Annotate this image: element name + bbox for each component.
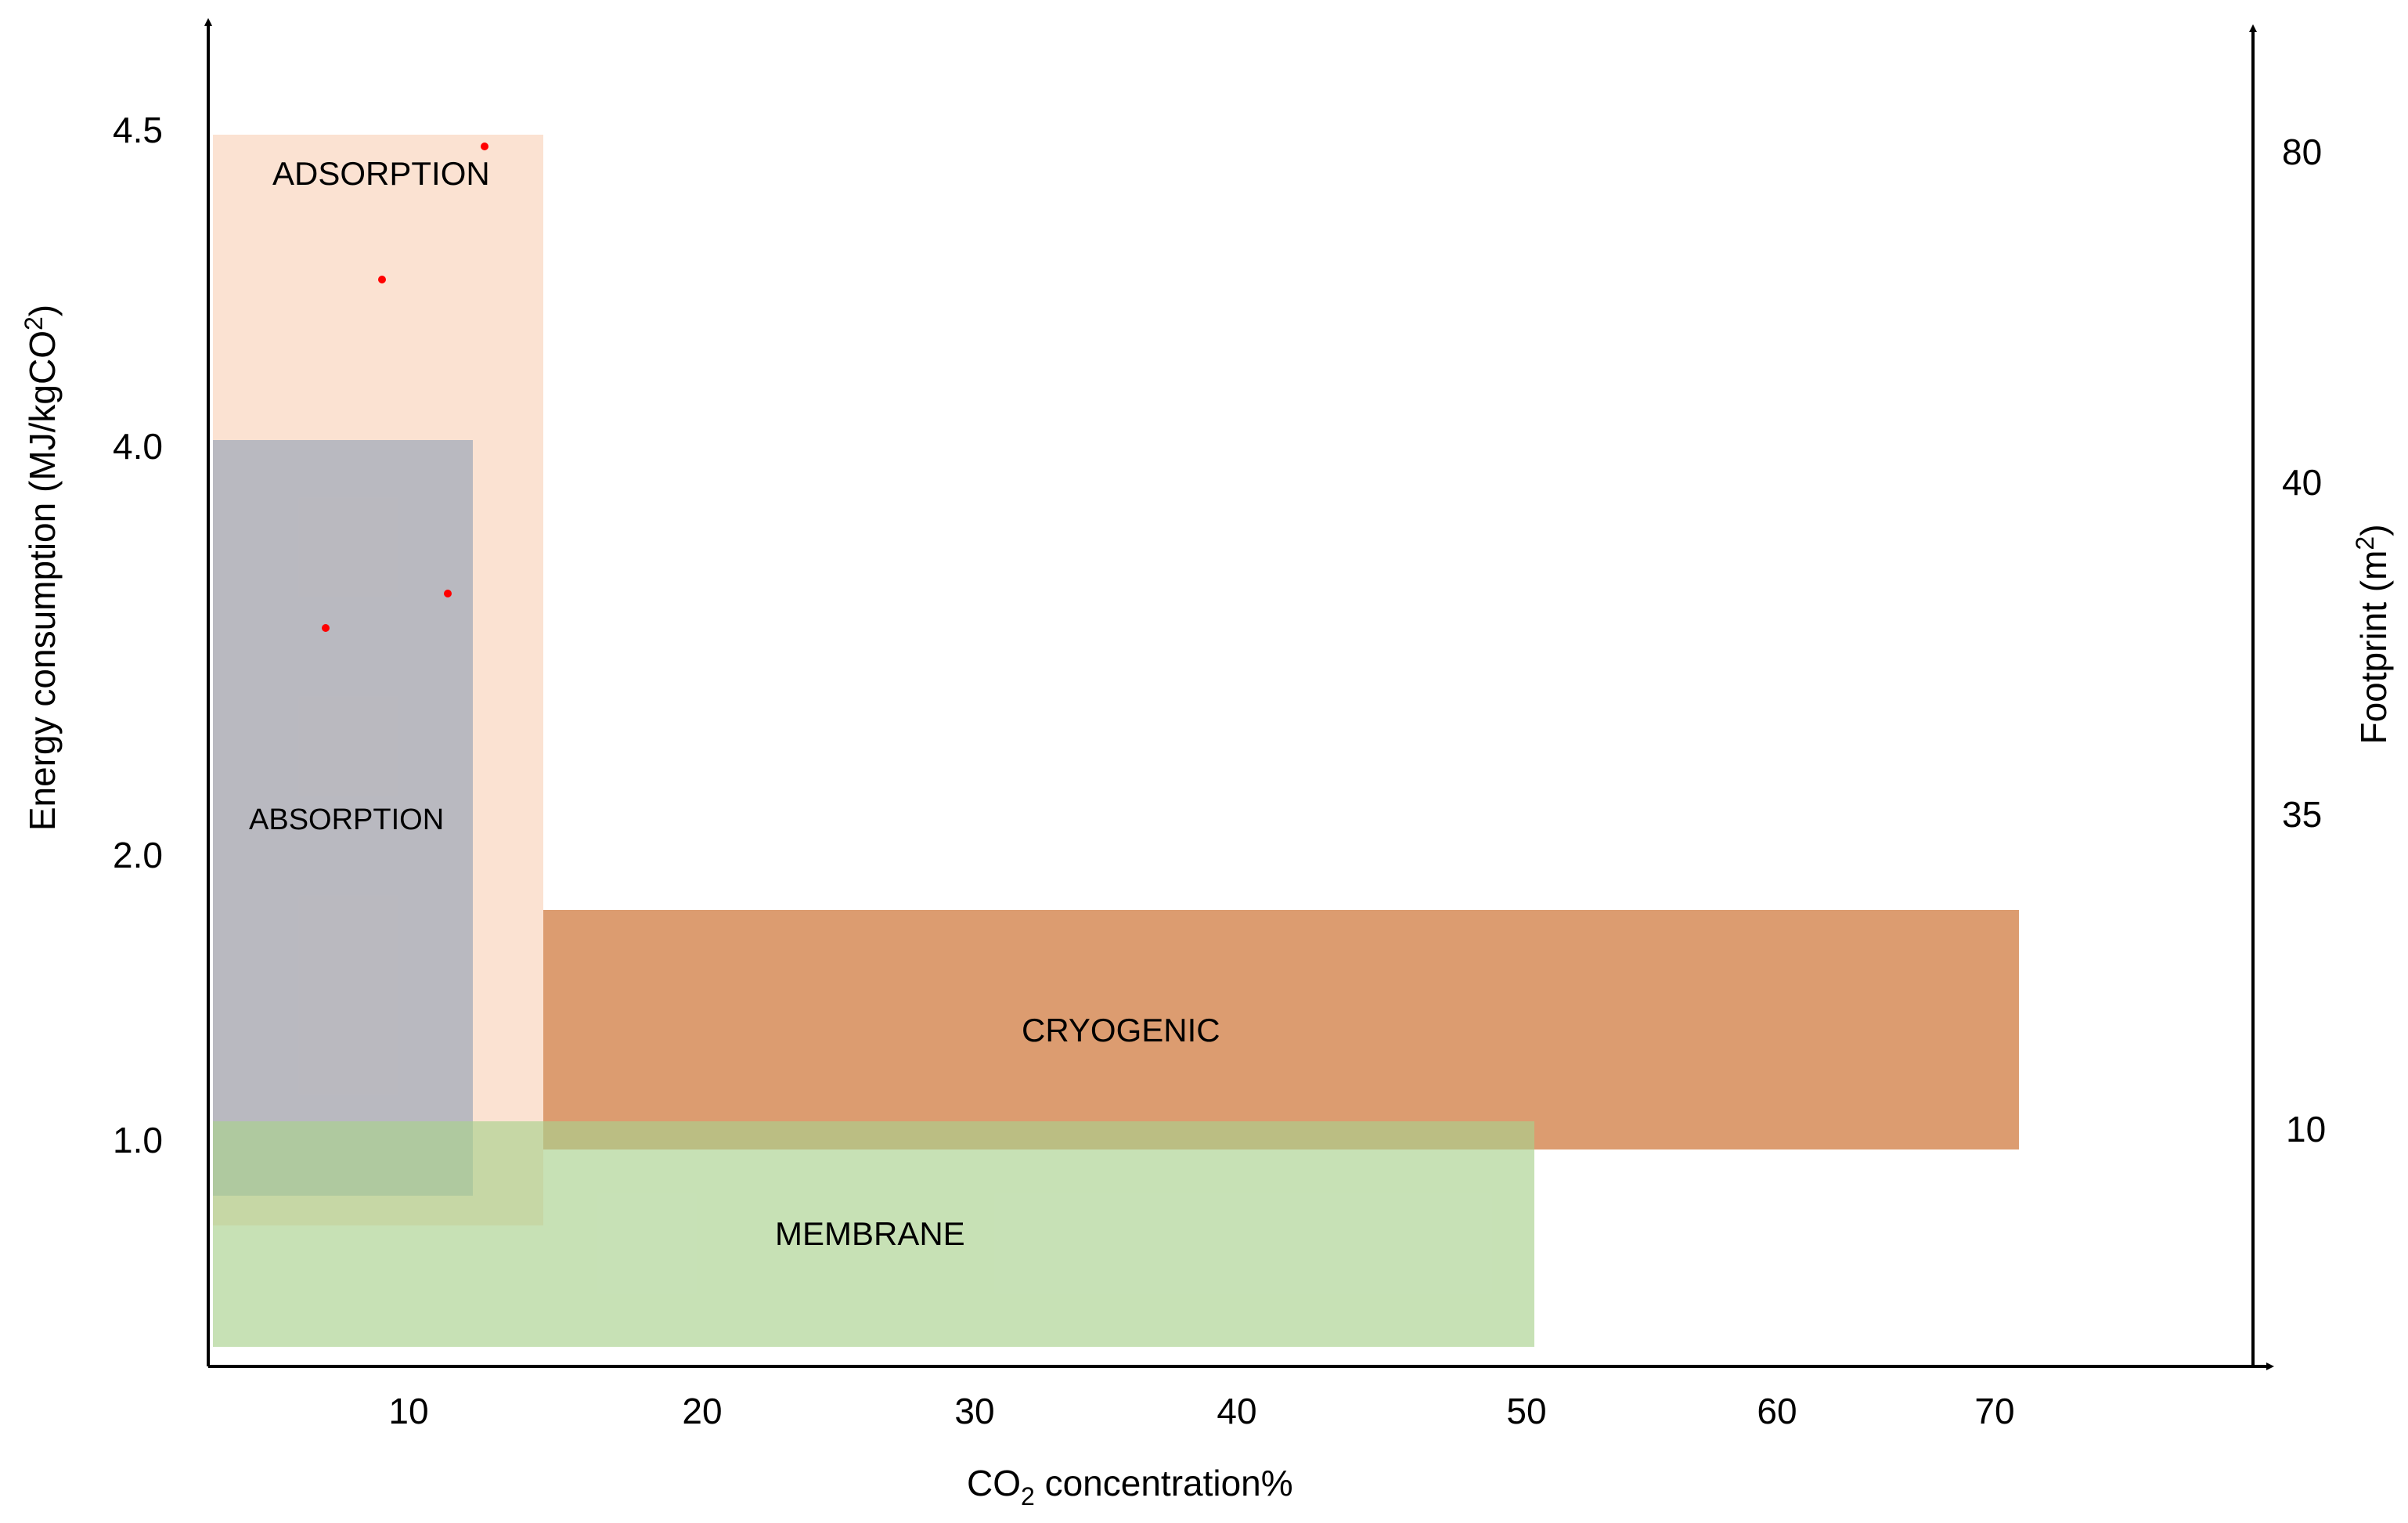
x-tick-labels: 10 20 30 40 50 60 70 bbox=[388, 1391, 2014, 1431]
region-label-membrane: MEMBRANE bbox=[775, 1215, 965, 1252]
marker-point bbox=[322, 624, 330, 632]
regions-layer bbox=[213, 135, 2019, 1347]
y-left-tick-label: 2.0 bbox=[113, 835, 163, 875]
region-label-absorption: ABSORPTION bbox=[249, 803, 444, 836]
y-left-tick-label: 4.0 bbox=[113, 426, 163, 467]
y-axis-left-title: Energy consumption (MJ/kgCO2) bbox=[20, 305, 63, 831]
marker-point bbox=[481, 143, 488, 150]
region-cryogenic bbox=[543, 910, 2019, 1149]
x-axis-title: CO2 concentration% bbox=[967, 1463, 1293, 1510]
x-tick-label: 70 bbox=[1974, 1391, 2014, 1431]
y-left-tick-label: 4.5 bbox=[113, 110, 163, 150]
region-label-adsorption: ADSORPTION bbox=[272, 155, 490, 192]
marker-point bbox=[444, 590, 452, 597]
y-left-tick-labels: 4.5 4.0 2.0 1.0 bbox=[113, 110, 163, 1160]
y-right-tick-labels: 80 40 35 10 bbox=[2282, 132, 2326, 1149]
region-label-cryogenic: CRYOGENIC bbox=[1022, 1012, 1220, 1048]
x-tick-label: 30 bbox=[954, 1391, 994, 1431]
y-right-tick-label: 35 bbox=[2282, 794, 2322, 835]
y-left-tick-label: 1.0 bbox=[113, 1120, 163, 1160]
region-absorption bbox=[213, 440, 473, 1196]
x-tick-label: 10 bbox=[388, 1391, 428, 1431]
y-right-tick-label: 10 bbox=[2286, 1109, 2326, 1149]
x-tick-label: 60 bbox=[1757, 1391, 1797, 1431]
region-membrane bbox=[213, 1121, 1534, 1347]
x-tick-label: 40 bbox=[1217, 1391, 1256, 1431]
marker-point bbox=[378, 276, 386, 283]
y-right-tick-label: 80 bbox=[2282, 132, 2322, 172]
x-tick-label: 20 bbox=[682, 1391, 722, 1431]
y-axis-right-title: Footprint (m2) bbox=[2351, 524, 2394, 744]
markers-layer bbox=[322, 143, 488, 632]
x-tick-label: 50 bbox=[1506, 1391, 1546, 1431]
y-right-tick-label: 40 bbox=[2282, 462, 2322, 503]
